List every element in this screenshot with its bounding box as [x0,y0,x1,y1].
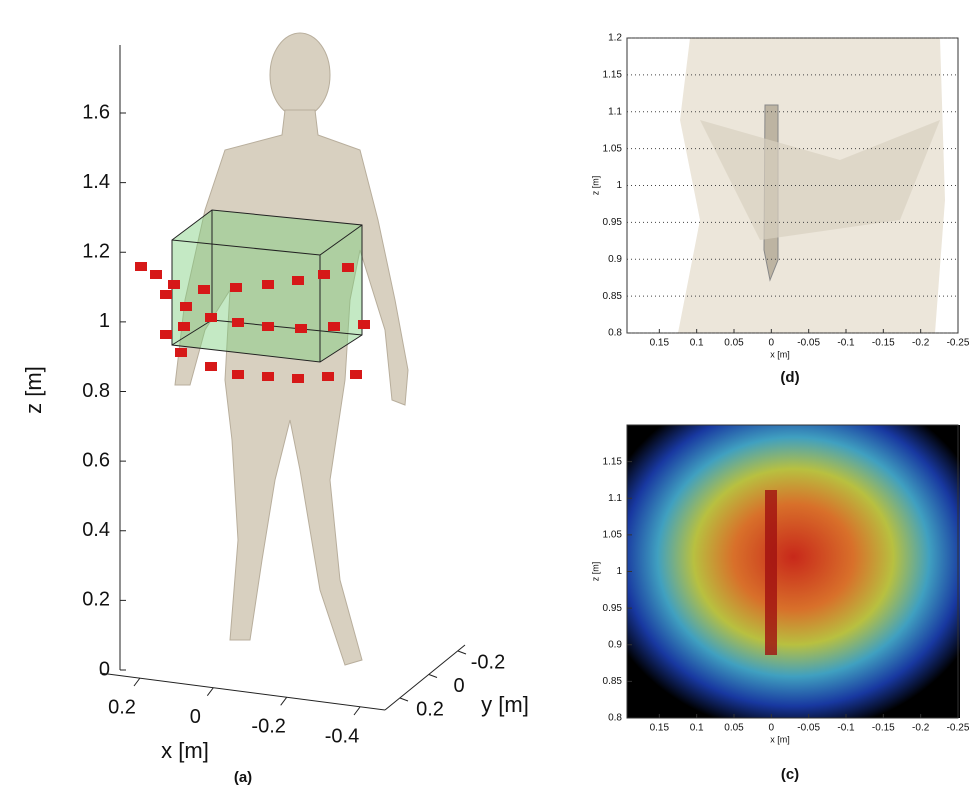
zoom-render [627,38,960,333]
x-tick-label: -0.1 [837,723,855,734]
x-tick-label: 0.05 [724,723,744,734]
page: 0 0.2 0.4 0.6 0.8 1 1.2 1.4 1.6 z [m] 0.2 0 -0.2 -0.4… [0,0,977,799]
x-tick [354,707,360,715]
x-tick-label: -0.15 [872,338,895,349]
x-tick [207,688,213,696]
x-tick-label: -0.1 [837,338,855,349]
x-tick-label: 0 [769,338,775,349]
y-tick-label: 0.85 [603,676,623,687]
z-tick-label: 0.4 [82,519,110,541]
y-tick-label: 0 [453,675,464,697]
x-tick-label: 0.1 [690,723,704,734]
y-tick [458,651,466,654]
y-tick-label: 0.2 [416,698,444,720]
y-axis-label: y [m] [481,692,529,717]
y-tick-label: 0.8 [608,713,622,724]
x-tick-label: -0.05 [797,723,820,734]
caption: (d) [780,369,799,386]
y-tick-label: 0.95 [603,217,623,228]
x-tick [281,697,287,705]
x-tick-label: 0.1 [690,338,704,349]
y-tick [400,698,408,701]
figure: 0 0.2 0.4 0.6 0.8 1 1.2 1.4 1.6 z [m] 0.2 0 -0.2 -0.4… [0,0,977,794]
y-tick-label: 0.95 [603,603,623,614]
x-tick-label: -0.25 [947,338,970,349]
x-tick-label: 0.15 [650,338,670,349]
z-tick-label: 1.6 [82,101,110,123]
y-tick-label: 1.15 [603,70,623,81]
y-tick-label: 0.9 [608,254,622,265]
caption: (a) [234,769,252,786]
z-tick-label: 0.2 [82,589,110,611]
y-tick-label: 0.85 [603,291,623,302]
x-axis-label: x [m] [161,738,209,763]
x-tick-label: -0.05 [797,338,820,349]
y-axis-label: z [m] [590,176,600,196]
x-tick [134,678,140,686]
y-tick [429,675,437,678]
y-tick-label: 0.9 [608,639,622,650]
x-axis-label: x [m] [770,734,790,744]
z-axis-label: z [m] [21,366,46,414]
y-tick-label: 1.2 [608,33,622,44]
caption: (c) [781,766,799,783]
y-axis-label: z [m] [590,562,600,582]
y-tick-label: 1.05 [603,530,623,541]
x-tick-label: -0.2 [912,723,930,734]
y-tick-label: 1 [616,566,622,577]
x-tick-label: -0.4 [325,725,359,747]
x-tick-label: -0.2 [251,716,285,738]
y-tick-label: 0.8 [608,328,622,339]
x-axis [100,673,385,710]
x-tick-label: 0 [190,706,201,728]
z-tick-label: 0.8 [82,380,110,402]
y-tick-label: 1 [616,180,622,191]
z-tick-label: 0.6 [82,449,110,471]
x-tick-label: 0.05 [724,338,744,349]
y-tick-label: 1.1 [608,106,622,117]
x-tick-label: 0.2 [108,696,136,718]
y-tick-label: 1.1 [608,493,622,504]
y-tick-label: 1.05 [603,143,623,154]
z-tick-label: 1.2 [82,241,110,263]
x-tick-label: -0.25 [947,723,970,734]
x-tick-label: -0.15 [872,723,895,734]
z-tick-label: 0 [99,658,110,680]
heatmap-image [627,425,960,718]
y-tick-label: 1.15 [603,456,623,467]
z-tick-label: 1.4 [82,171,110,193]
x-tick-label: 0 [769,723,775,734]
x-tick-label: 0.15 [650,723,670,734]
x-axis-label: x [m] [770,349,790,359]
x-tick-label: -0.2 [912,338,930,349]
y-tick-label: -0.2 [471,651,505,673]
z-tick-label: 1 [99,310,110,332]
